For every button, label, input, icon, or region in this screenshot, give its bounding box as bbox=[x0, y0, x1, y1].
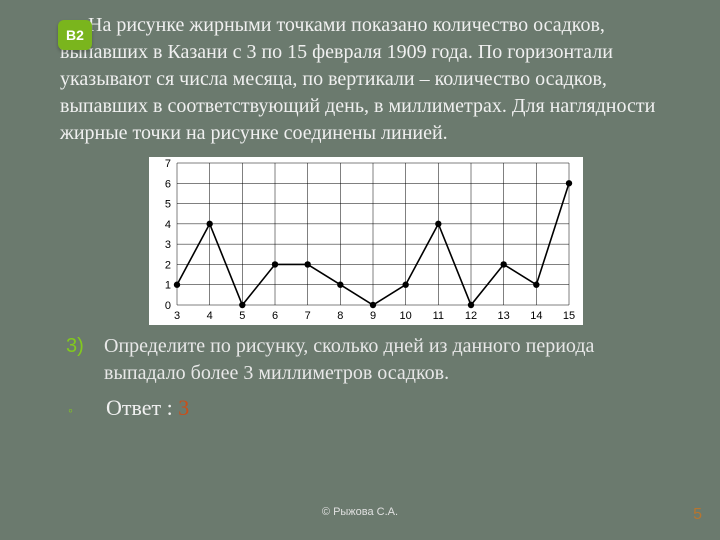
svg-text:1: 1 bbox=[165, 280, 171, 292]
svg-text:12: 12 bbox=[465, 310, 477, 322]
answer-bullet-icon: ◦ bbox=[60, 402, 88, 418]
answer-label: Ответ : bbox=[106, 395, 178, 420]
chart: 012345673456789101112131415 bbox=[149, 157, 583, 325]
question-text: Определите по рисунку, сколько дней из д… bbox=[104, 333, 672, 387]
answer-row: ◦ Ответ : 3 bbox=[60, 395, 672, 421]
svg-text:15: 15 bbox=[563, 310, 575, 322]
svg-text:8: 8 bbox=[337, 310, 343, 322]
answer-value: 3 bbox=[178, 395, 189, 420]
svg-text:9: 9 bbox=[370, 310, 376, 322]
svg-text:6: 6 bbox=[165, 178, 171, 190]
svg-text:0: 0 bbox=[165, 300, 171, 312]
svg-text:2: 2 bbox=[165, 259, 171, 271]
svg-text:7: 7 bbox=[305, 310, 311, 322]
copyright: © Рыжова С.А. bbox=[0, 506, 720, 518]
svg-text:13: 13 bbox=[498, 310, 510, 322]
svg-text:4: 4 bbox=[207, 310, 213, 322]
svg-text:5: 5 bbox=[239, 310, 245, 322]
question-number: 3) bbox=[60, 333, 86, 387]
badge-b2: B2 bbox=[58, 20, 92, 50]
svg-text:4: 4 bbox=[165, 219, 171, 231]
svg-text:5: 5 bbox=[165, 199, 171, 211]
page-number: 5 bbox=[693, 506, 702, 524]
svg-text:14: 14 bbox=[530, 310, 542, 322]
svg-text:3: 3 bbox=[174, 310, 180, 322]
svg-text:3: 3 bbox=[165, 239, 171, 251]
problem-text: На рисунке жирными точками показано коли… bbox=[60, 12, 672, 147]
svg-text:7: 7 bbox=[165, 158, 171, 170]
question-row: 3) Определите по рисунку, сколько дней и… bbox=[60, 333, 672, 387]
svg-text:11: 11 bbox=[433, 310, 444, 322]
svg-text:6: 6 bbox=[272, 310, 278, 322]
svg-text:10: 10 bbox=[400, 310, 412, 322]
